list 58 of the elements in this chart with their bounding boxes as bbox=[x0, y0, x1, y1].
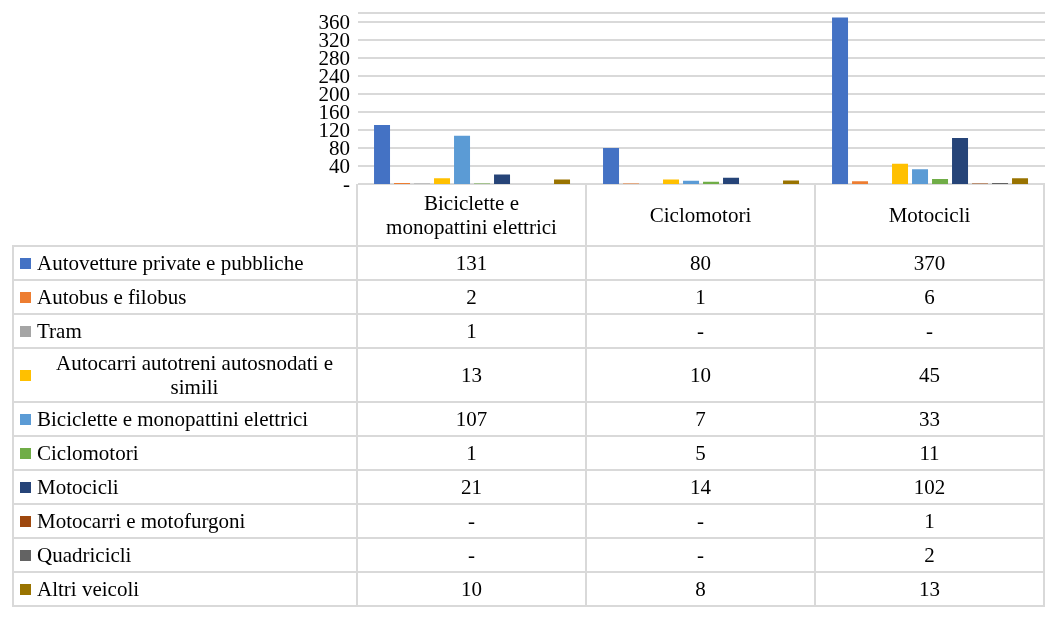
x-tick-label: Ciclomotori bbox=[587, 184, 816, 247]
legend-label: Motocarri e motofurgoni bbox=[37, 509, 246, 533]
legend-label: Autovetture private e pubbliche bbox=[37, 251, 304, 275]
bar bbox=[1012, 178, 1029, 184]
legend-label: Autobus e filobus bbox=[37, 285, 187, 309]
data-label: - bbox=[587, 315, 816, 349]
bar bbox=[434, 178, 451, 184]
bar bbox=[783, 180, 800, 184]
bar bbox=[454, 135, 471, 184]
data-label: 13 bbox=[358, 349, 587, 403]
data-label: 107 bbox=[358, 403, 587, 437]
data-label: 1 bbox=[358, 437, 587, 471]
bar bbox=[494, 174, 511, 184]
data-label: 2 bbox=[816, 539, 1045, 573]
data-label: 14 bbox=[587, 471, 816, 505]
data-label: 131 bbox=[358, 247, 587, 281]
legend-label: Tram bbox=[37, 319, 82, 343]
bar bbox=[603, 148, 620, 184]
bar bbox=[892, 163, 909, 184]
data-label: 1 bbox=[358, 315, 587, 349]
data-label: 11 bbox=[816, 437, 1045, 471]
legend-label: Motocicli bbox=[37, 475, 119, 499]
bar bbox=[832, 17, 849, 184]
x-tick-label: Biciclette e monopattini elettrici bbox=[358, 184, 587, 247]
data-label: 80 bbox=[587, 247, 816, 281]
data-label: - bbox=[587, 505, 816, 539]
legend-label: Quadricicli bbox=[37, 543, 132, 567]
bar bbox=[852, 181, 869, 184]
data-label: 7 bbox=[587, 403, 816, 437]
x-tick-label: Motocicli bbox=[816, 184, 1045, 247]
legend-label: Autocarri autotreni autosnodati e simili bbox=[55, 351, 334, 399]
data-label: 33 bbox=[816, 403, 1045, 437]
data-label: - bbox=[358, 539, 587, 573]
bar bbox=[374, 125, 391, 184]
data-label: 2 bbox=[358, 281, 587, 315]
data-label: 6 bbox=[816, 281, 1045, 315]
bar bbox=[932, 179, 949, 184]
data-label: - bbox=[816, 315, 1045, 349]
legend-label: Altri veicoli bbox=[37, 577, 140, 601]
data-label: 5 bbox=[587, 437, 816, 471]
legend-label: Ciclomotori bbox=[37, 441, 139, 465]
data-label: 10 bbox=[587, 349, 816, 403]
legend-label: Biciclette e monopattini elettrici bbox=[37, 407, 309, 431]
data-label: 1 bbox=[816, 505, 1045, 539]
data-label: 370 bbox=[816, 247, 1045, 281]
data-label: - bbox=[587, 539, 816, 573]
data-label: - bbox=[358, 505, 587, 539]
bar bbox=[912, 169, 929, 184]
bar bbox=[723, 177, 740, 184]
data-label: 21 bbox=[358, 471, 587, 505]
data-label: 13 bbox=[816, 573, 1045, 607]
bar bbox=[683, 180, 700, 184]
data-label: 1 bbox=[587, 281, 816, 315]
data-label: 10 bbox=[358, 573, 587, 607]
data-label: 102 bbox=[816, 471, 1045, 505]
data-label: 45 bbox=[816, 349, 1045, 403]
bar bbox=[952, 138, 969, 184]
data-label: 8 bbox=[587, 573, 816, 607]
